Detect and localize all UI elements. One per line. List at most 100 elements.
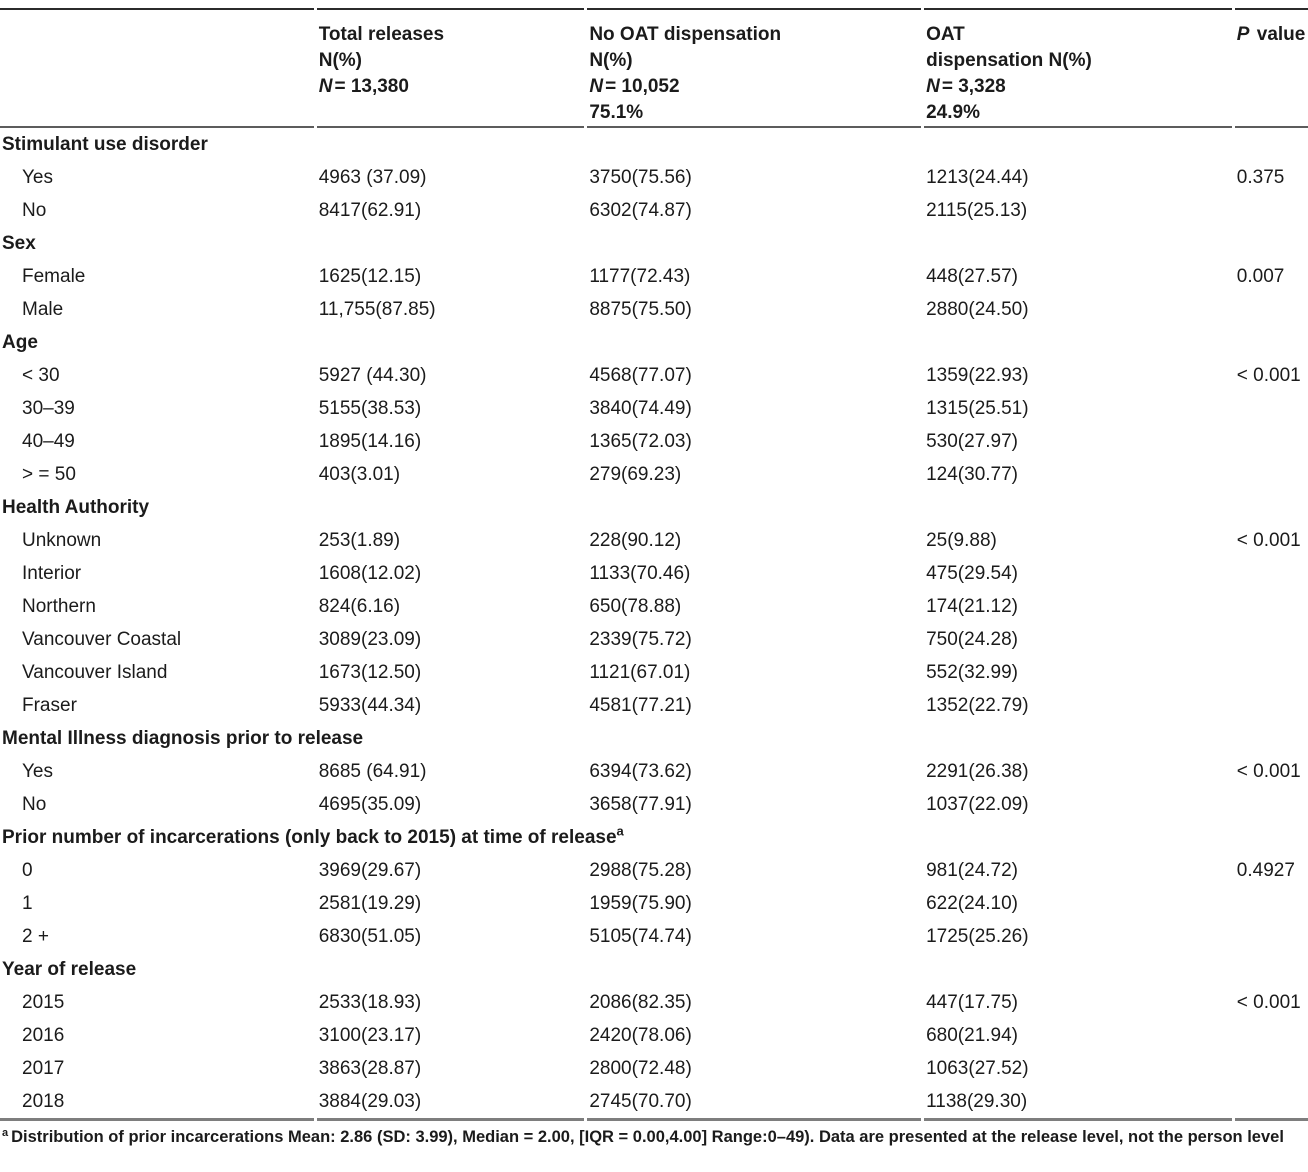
p-value-cell: 0.4927 [1236, 859, 1295, 881]
table-row: 2017 3863(28.87) 2800(72.48) 1063(27.52) [0, 1052, 1308, 1085]
table-row: Vancouver Coastal 3089(23.09) 2339(75.72… [0, 623, 1308, 656]
oat-cell: 174(21.12) [926, 595, 1018, 617]
oat-cell: 1037(22.09) [926, 793, 1029, 815]
p-value-cell [1235, 557, 1308, 590]
row-label-cell: No [22, 199, 47, 221]
p-value-cell [1235, 293, 1308, 326]
row-label-cell: No [22, 793, 47, 815]
no-oat-cell: 6394(73.62) [589, 760, 692, 782]
table-row: No 8417(62.91) 6302(74.87) 2115(25.13) [0, 194, 1308, 227]
row-label-cell: Northern [22, 595, 96, 617]
p-value-cell: 0.375 [1236, 166, 1285, 188]
p-value-cell [1235, 425, 1308, 458]
table-body: Stimulant use disorder Yes 4963 (37.09) … [0, 128, 1308, 1121]
no-oat-cell: 1959(75.90) [589, 892, 692, 914]
total-cell: 1895(14.16) [318, 430, 422, 452]
table-row: 1 2581(19.29) 1959(75.90) 622(24.10) [0, 887, 1308, 920]
oat-cell: 1352(22.79) [926, 694, 1029, 716]
total-cell: 1625(12.15) [318, 265, 422, 287]
table-container: Total releases N(%) N = 13,380 No OAT dis… [0, 8, 1308, 1147]
total-cell: 3863(28.87) [318, 1057, 422, 1079]
n-italic: N [926, 76, 940, 97]
p-rest: value [1251, 24, 1306, 45]
section-label-text: Prior number of incarcerations (only bac… [2, 826, 617, 848]
total-cell: 1608(12.02) [318, 562, 422, 584]
p-italic: P [1236, 24, 1250, 45]
total-cell: 2581(19.29) [318, 892, 422, 914]
table-row: No 4695(35.09) 3658(77.91) 1037(22.09) [0, 788, 1308, 821]
no-oat-cell: 6302(74.87) [589, 199, 692, 221]
p-value-cell [1235, 194, 1308, 227]
header-oat-pct: 24.9% [926, 102, 980, 123]
row-label-cell: Male [22, 298, 64, 320]
no-oat-cell: 1121(67.01) [589, 661, 691, 683]
total-cell: 824(6.16) [318, 595, 401, 617]
total-cell: 4695(35.09) [318, 793, 422, 815]
p-value-cell [1235, 656, 1308, 689]
table-row: Fraser 5933(44.34) 4581(77.21) 1352(22.7… [0, 689, 1308, 722]
table-row: Interior 1608(12.02) 1133(70.46) 475(29.… [0, 557, 1308, 590]
oat-cell: 448(27.57) [926, 265, 1018, 287]
oat-cell: 2291(26.38) [926, 760, 1029, 782]
no-oat-cell: 2800(72.48) [589, 1057, 692, 1079]
header-no-oat-pct: 75.1% [589, 102, 644, 123]
total-cell: 8685 (64.91) [318, 760, 427, 782]
table-row: Male 11,755(87.85) 8875(75.50) 2880(24.5… [0, 293, 1308, 326]
no-oat-cell: 4581(77.21) [589, 694, 692, 716]
no-oat-cell: 650(78.88) [589, 595, 682, 617]
header-no-oat-n: N = 10,052 [589, 74, 921, 100]
header-oat-line2: dispensation N(%) [926, 50, 1092, 71]
table-row: Yes 8685 (64.91) 6394(73.62) 2291(26.38)… [0, 755, 1308, 788]
p-value-cell: < 0.001 [1236, 760, 1301, 782]
no-oat-cell: 279(69.23) [589, 463, 682, 485]
no-oat-cell: 228(90.12) [589, 529, 682, 551]
p-value-cell: < 0.001 [1236, 364, 1301, 386]
table-row: Northern 824(6.16) 650(78.88) 174(21.12) [0, 590, 1308, 623]
total-cell: 1673(12.50) [318, 661, 422, 683]
row-label-cell: 2015 [22, 991, 65, 1013]
total-cell: 403(3.01) [318, 463, 401, 485]
section-row: Sex [0, 227, 1308, 260]
total-cell: 3884(29.03) [316, 1085, 585, 1121]
header-cell-total-releases: Total releases N(%) N = 13,380 [316, 8, 585, 128]
p-value-cell: < 0.001 [1236, 529, 1301, 551]
table-header: Total releases N(%) N = 13,380 No OAT dis… [0, 8, 1308, 128]
section-row: Health Authority [0, 491, 1308, 524]
oat-cell: 447(17.75) [926, 991, 1018, 1013]
header-row: Total releases N(%) N = 13,380 No OAT dis… [0, 8, 1308, 128]
total-cell: 3089(23.09) [318, 628, 422, 650]
section-row: Prior number of incarcerations (only bac… [0, 821, 1308, 854]
p-value-cell [1235, 458, 1308, 491]
p-value-cell [1235, 590, 1308, 623]
footnote-marker-ref: a [616, 823, 624, 839]
no-oat-cell: 3658(77.91) [589, 793, 692, 815]
oat-cell: 1359(22.93) [926, 364, 1029, 386]
section-label: Year of release [2, 958, 137, 980]
oat-cell: 475(29.54) [926, 562, 1018, 584]
total-cell: 5927 (44.30) [318, 364, 427, 386]
oat-cell: 622(24.10) [926, 892, 1018, 914]
total-cell: 253(1.89) [318, 529, 401, 551]
row-label-cell: 2 + [22, 925, 49, 947]
p-value-cell [1235, 887, 1308, 920]
no-oat-cell: 3750(75.56) [589, 166, 692, 188]
table-row: 2015 2533(18.93) 2086(82.35) 447(17.75) … [0, 986, 1308, 1019]
table-row: Vancouver Island 1673(12.50) 1121(67.01)… [0, 656, 1308, 689]
table-row: < 30 5927 (44.30) 4568(77.07) 1359(22.93… [0, 359, 1308, 392]
section-row: Year of release [0, 953, 1308, 986]
section-label: Prior number of incarcerations (only bac… [0, 821, 1308, 854]
header-cell-labels [0, 8, 314, 128]
p-value-cell [1234, 1085, 1308, 1121]
section-row: Mental Illness diagnosis prior to releas… [0, 722, 1308, 755]
row-label-cell: 1 [22, 892, 33, 914]
table-footnote: a Distribution of prior incarcerations Me… [0, 1127, 1308, 1147]
table-row: Female 1625(12.15) 1177(72.43) 448(27.57… [0, 260, 1308, 293]
no-oat-cell: 5105(74.74) [589, 925, 692, 947]
row-label-cell: Vancouver Island [22, 661, 168, 683]
oat-cell: 1063(27.52) [926, 1057, 1029, 1079]
row-label-cell: < 30 [22, 364, 60, 386]
row-label-cell: Interior [22, 562, 82, 584]
table-row: 2 + 6830(51.05) 5105(74.74) 1725(25.26) [0, 920, 1308, 953]
total-cell: 5933(44.34) [318, 694, 422, 716]
p-value-cell [1235, 689, 1308, 722]
